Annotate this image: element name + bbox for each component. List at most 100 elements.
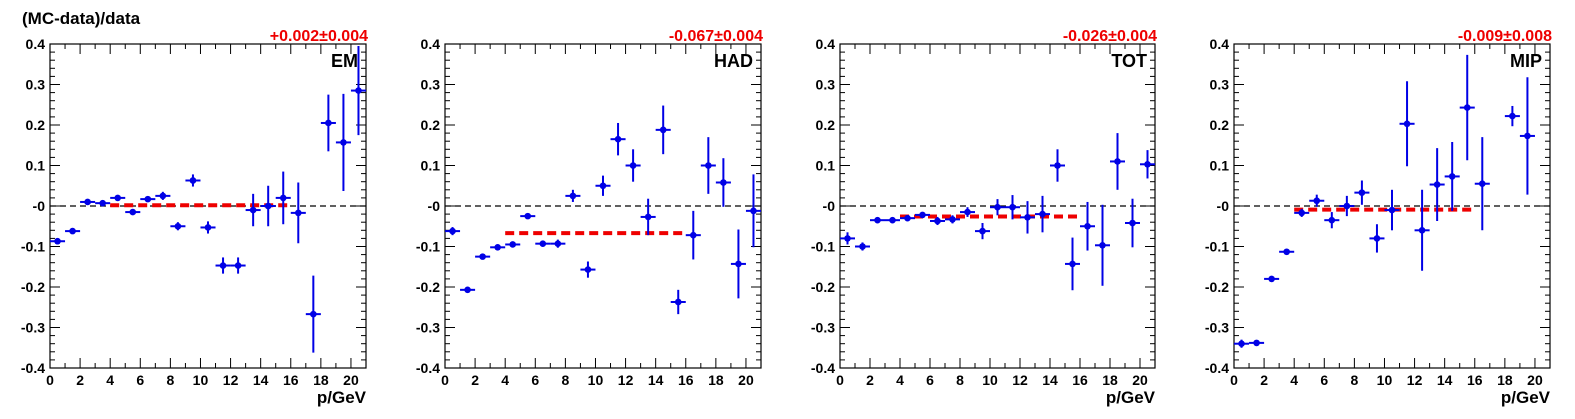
- x-tick-label: 18: [1102, 372, 1118, 388]
- data-point: [844, 235, 851, 242]
- data-point: [1268, 275, 1275, 283]
- y-tick-label: -0.4: [1205, 360, 1229, 376]
- y-tick-label: 0.4: [26, 36, 46, 52]
- fit-result-text: -0.009±0.008: [1458, 28, 1552, 45]
- panels: -0.4 -0.3 -0.2 -0.1 -0 0.1 0.2 0.3 0.4 0 2 4 6 8 10 12 1…: [21, 28, 1552, 407]
- data-point: [979, 227, 986, 235]
- x-tick-label: 20: [738, 372, 754, 388]
- fit-result-text: -0.067±0.004: [669, 28, 763, 45]
- data-point: [174, 222, 182, 230]
- data-point: [234, 262, 242, 269]
- x-tick-label: 10: [1377, 372, 1393, 388]
- data-point: [1358, 189, 1366, 196]
- x-tick-label: 6: [926, 372, 934, 388]
- data-point: [54, 237, 61, 245]
- y-tick-label: -0.2: [1205, 279, 1229, 295]
- data-point: [219, 262, 227, 269]
- data-point: [1433, 181, 1441, 188]
- x-tick-label: 2: [471, 372, 479, 388]
- x-tick-label: 14: [253, 372, 269, 388]
- data-point: [614, 135, 622, 143]
- y-tick-label: 0.4: [816, 36, 836, 52]
- y-tick-label: -0.1: [811, 239, 835, 255]
- data-point: [1478, 180, 1486, 188]
- data-point: [934, 217, 941, 225]
- y-tick-label: -0.4: [811, 360, 835, 376]
- x-tick-label: 12: [618, 372, 634, 388]
- x-tick-label: 0: [441, 372, 449, 388]
- data-point: [340, 139, 347, 146]
- x-tick-label: 2: [866, 372, 874, 388]
- data-point: [644, 213, 652, 221]
- x-tick-label: 20: [1527, 372, 1543, 388]
- data-point: [84, 198, 91, 206]
- data-point: [949, 216, 956, 223]
- fit-result-text: -0.026±0.004: [1063, 28, 1157, 45]
- y-tick-label: -0.2: [416, 279, 440, 295]
- y-tick-label: -0.1: [1205, 239, 1229, 255]
- data-point: [1238, 340, 1245, 348]
- data-point: [1069, 260, 1076, 268]
- x-tick-label: 16: [283, 372, 299, 388]
- data-point: [524, 212, 532, 220]
- data-point: [874, 216, 881, 224]
- y-tick-label: -0.3: [811, 320, 835, 336]
- data-point: [1099, 241, 1106, 249]
- x-tick-label: 6: [531, 372, 539, 388]
- data-point: [689, 231, 697, 239]
- y-tick-label: -0.3: [1205, 320, 1229, 336]
- data-point: [189, 177, 197, 184]
- data-point: [1373, 235, 1381, 242]
- y-tick-label: 0.4: [1210, 36, 1230, 52]
- data-point: [674, 298, 682, 306]
- data-point: [994, 203, 1001, 211]
- x-tick-label: 8: [1350, 372, 1358, 388]
- x-tick-label: 2: [76, 372, 84, 388]
- x-tick-label: 14: [648, 372, 664, 388]
- data-point: [159, 192, 167, 200]
- y-tick-label: -0.2: [21, 279, 45, 295]
- plot-frame: [444, 43, 762, 369]
- data-point: [449, 227, 456, 235]
- x-tick-label: 14: [1042, 372, 1058, 388]
- x-tick-label: 16: [678, 372, 694, 388]
- x-tick-label: 8: [166, 372, 174, 388]
- data-point: [509, 241, 517, 248]
- data-point: [264, 202, 272, 210]
- data-point: [1403, 120, 1411, 128]
- data-point: [584, 266, 592, 273]
- data-point: [144, 195, 152, 203]
- data-point: [1524, 132, 1531, 140]
- data-point: [1084, 222, 1091, 230]
- y-tick-label: 0.2: [816, 117, 836, 133]
- data-point: [659, 126, 667, 134]
- x-tick-label: 2: [1260, 372, 1268, 388]
- y-tick-label: 0.4: [421, 36, 441, 52]
- data-point: [554, 240, 562, 247]
- data-point: [1144, 160, 1151, 168]
- x-tick-label: 4: [106, 372, 114, 388]
- data-point: [889, 216, 896, 224]
- y-tick-label: 0.2: [421, 117, 441, 133]
- data-point: [750, 207, 757, 215]
- data-point: [1039, 210, 1046, 218]
- data-point: [599, 182, 607, 190]
- data-point: [629, 162, 637, 169]
- data-point: [705, 162, 712, 169]
- y-tick-label: 0.1: [1210, 158, 1230, 174]
- x-axis-label: p/GeV: [317, 388, 367, 407]
- data-point: [1313, 197, 1321, 205]
- y-tick-label: 0.3: [421, 77, 441, 93]
- y-tick-label: 0.3: [1210, 77, 1230, 93]
- y-tick-label: 0.1: [26, 158, 46, 174]
- x-axis-label: p/GeV: [1501, 388, 1551, 407]
- y-tick-label: -0.3: [21, 320, 45, 336]
- x-tick-label: 4: [896, 372, 904, 388]
- data-point: [464, 286, 471, 294]
- y-tick-label: 0.3: [816, 77, 836, 93]
- x-tick-label: 0: [836, 372, 844, 388]
- data-point: [1298, 209, 1306, 217]
- y-tick-label: 0.1: [421, 158, 441, 174]
- x-tick-label: 10: [982, 372, 998, 388]
